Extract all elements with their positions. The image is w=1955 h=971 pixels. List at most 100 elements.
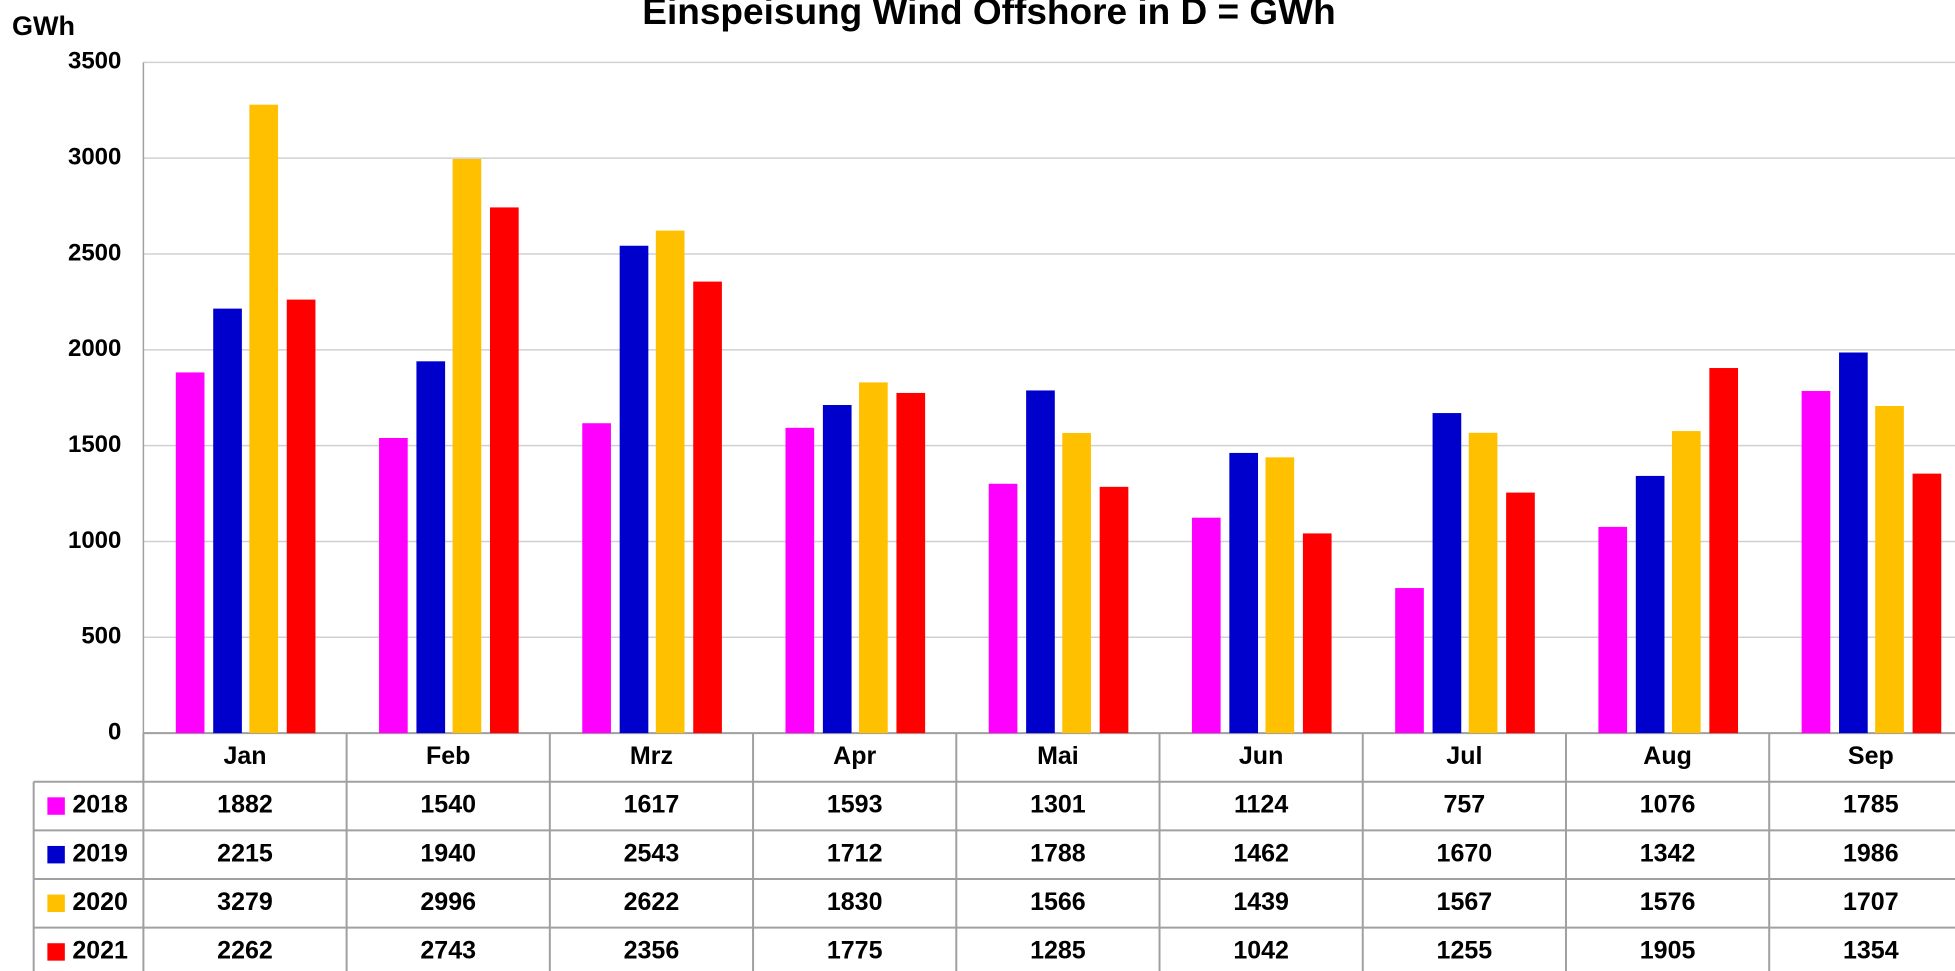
- bar: [1635, 475, 1665, 734]
- x-tick-label: Mai: [1037, 742, 1079, 770]
- table-value: 1788: [1030, 839, 1086, 867]
- y-tick-label: 1500: [68, 431, 121, 458]
- bar: [1395, 588, 1424, 734]
- table-value: 1712: [827, 839, 883, 867]
- bar: [1671, 431, 1701, 734]
- bar: [1801, 391, 1831, 734]
- bar: [1912, 473, 1942, 734]
- bar: [249, 104, 279, 734]
- bar: [286, 299, 316, 734]
- table-value: 2356: [624, 937, 680, 965]
- bar: [1099, 486, 1129, 734]
- bar: [1191, 517, 1221, 734]
- x-tick-label: Feb: [426, 742, 470, 770]
- table-value: 1940: [420, 839, 476, 867]
- table-value: 757: [1444, 791, 1486, 819]
- bar: [1839, 352, 1868, 734]
- bar: [1875, 405, 1904, 734]
- x-tick-label: Jun: [1239, 742, 1283, 770]
- table-value: 1785: [1843, 791, 1899, 819]
- legend-label: 2018: [72, 791, 128, 819]
- table-value: 2743: [420, 937, 476, 965]
- legend-swatch: [47, 845, 65, 864]
- table-value: 1593: [827, 791, 883, 819]
- table-value: 2215: [217, 839, 273, 867]
- table-value: 1882: [217, 791, 273, 819]
- legend-label: 2021: [72, 937, 128, 965]
- bar: [1026, 390, 1055, 734]
- bar: [213, 308, 242, 734]
- table-value: 3279: [217, 888, 273, 916]
- bar: [175, 372, 205, 734]
- table-value: 1076: [1640, 791, 1696, 819]
- table-value: 2996: [420, 888, 476, 916]
- table-value: 1462: [1233, 839, 1289, 867]
- legend-swatch: [47, 943, 65, 961]
- bar: [1265, 457, 1295, 734]
- y-tick-label: 2000: [68, 335, 121, 362]
- bar: [859, 382, 888, 734]
- table-value: 1285: [1030, 937, 1086, 965]
- bar: [489, 207, 519, 734]
- x-tick-label: Jan: [223, 742, 266, 770]
- table-value: 1255: [1437, 937, 1493, 965]
- bar: [379, 437, 408, 734]
- bar: [416, 361, 446, 734]
- table-value: 1124: [1234, 791, 1288, 819]
- table-value: 1905: [1640, 937, 1696, 965]
- table-value: 1707: [1843, 888, 1899, 916]
- table-value: 1439: [1233, 888, 1289, 916]
- table-value: 1986: [1843, 839, 1899, 867]
- table-value: 2622: [624, 888, 680, 916]
- bar: [1506, 492, 1535, 734]
- x-tick-label: Mrz: [630, 742, 673, 770]
- bar: [1598, 526, 1628, 734]
- bar: [1302, 533, 1332, 734]
- bar: [452, 158, 482, 734]
- bar: [619, 245, 649, 734]
- bar: [785, 427, 815, 734]
- y-tick-label: 500: [81, 623, 121, 650]
- x-tick-label: Apr: [833, 742, 876, 770]
- bar: [693, 281, 722, 734]
- table-value: 1042: [1233, 937, 1289, 965]
- table-value: 1566: [1030, 888, 1086, 916]
- legend-label: 2019: [72, 839, 128, 867]
- legend-swatch: [47, 797, 65, 815]
- bar: [655, 230, 685, 734]
- y-axis-label: GWh: [12, 11, 75, 41]
- bar: [988, 483, 1018, 734]
- table-value: 1617: [624, 791, 680, 819]
- y-tick-label: 3000: [68, 144, 121, 171]
- bar: [1229, 452, 1259, 734]
- x-tick-label: Jul: [1446, 742, 1482, 770]
- table-value: 2262: [217, 937, 273, 965]
- table-value: 2543: [624, 839, 680, 867]
- chart-title: Einspeisung Wind Offshore in D = GWh: [642, 0, 1335, 32]
- legend-label: 2020: [72, 888, 128, 916]
- table-value: 1830: [827, 888, 883, 916]
- table-value: 1301: [1030, 791, 1086, 819]
- x-tick-label: Aug: [1643, 742, 1692, 770]
- bar: [822, 405, 852, 734]
- table-value: 1354: [1843, 937, 1899, 965]
- legend-swatch: [47, 894, 65, 913]
- table-value: 1775: [827, 937, 883, 965]
- bar: [1709, 368, 1739, 734]
- table-value: 1567: [1437, 888, 1493, 916]
- y-tick-label: 1000: [68, 527, 121, 554]
- table-value: 1342: [1640, 839, 1696, 867]
- y-tick-label: 0: [108, 718, 121, 745]
- y-tick-label: 2500: [68, 239, 121, 266]
- table-value: 1670: [1437, 839, 1493, 867]
- bar: [1468, 432, 1498, 734]
- x-tick-label: Sep: [1848, 742, 1894, 770]
- bar: [1432, 413, 1462, 734]
- bar: [1062, 432, 1091, 734]
- table-value: 1540: [420, 791, 476, 819]
- bar: [896, 392, 926, 734]
- bar: [582, 423, 611, 734]
- table-value: 1576: [1640, 888, 1696, 916]
- y-tick-label: 3500: [68, 48, 121, 75]
